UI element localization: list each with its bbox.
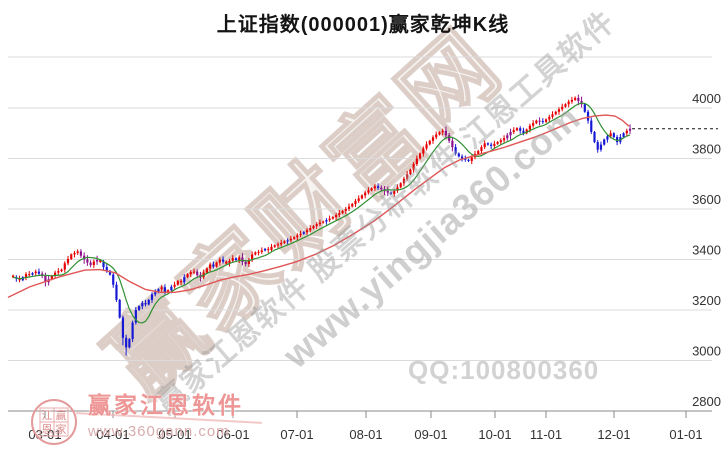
svg-text:11-01: 11-01: [530, 427, 562, 442]
svg-text:07-01: 07-01: [280, 427, 313, 442]
svg-text:04-01: 04-01: [96, 427, 129, 442]
svg-text:12-01: 12-01: [597, 427, 630, 442]
svg-text:2800: 2800: [692, 394, 721, 409]
svg-text:10-01: 10-01: [478, 427, 511, 442]
svg-text:3000: 3000: [692, 344, 721, 359]
svg-text:03-01: 03-01: [28, 427, 61, 442]
svg-text:08-01: 08-01: [349, 427, 382, 442]
svg-text:3800: 3800: [692, 142, 721, 157]
svg-text:3400: 3400: [692, 243, 721, 258]
svg-text:05-01: 05-01: [158, 427, 191, 442]
svg-text:01-01: 01-01: [669, 427, 702, 442]
svg-text:4000: 4000: [692, 91, 721, 106]
svg-text:09-01: 09-01: [414, 427, 447, 442]
svg-text:3600: 3600: [692, 192, 721, 207]
svg-text:3200: 3200: [692, 293, 721, 308]
svg-text:06-01: 06-01: [216, 427, 249, 442]
chart-title: 上证指数(000001)赢家乾坤K线: [216, 14, 510, 36]
